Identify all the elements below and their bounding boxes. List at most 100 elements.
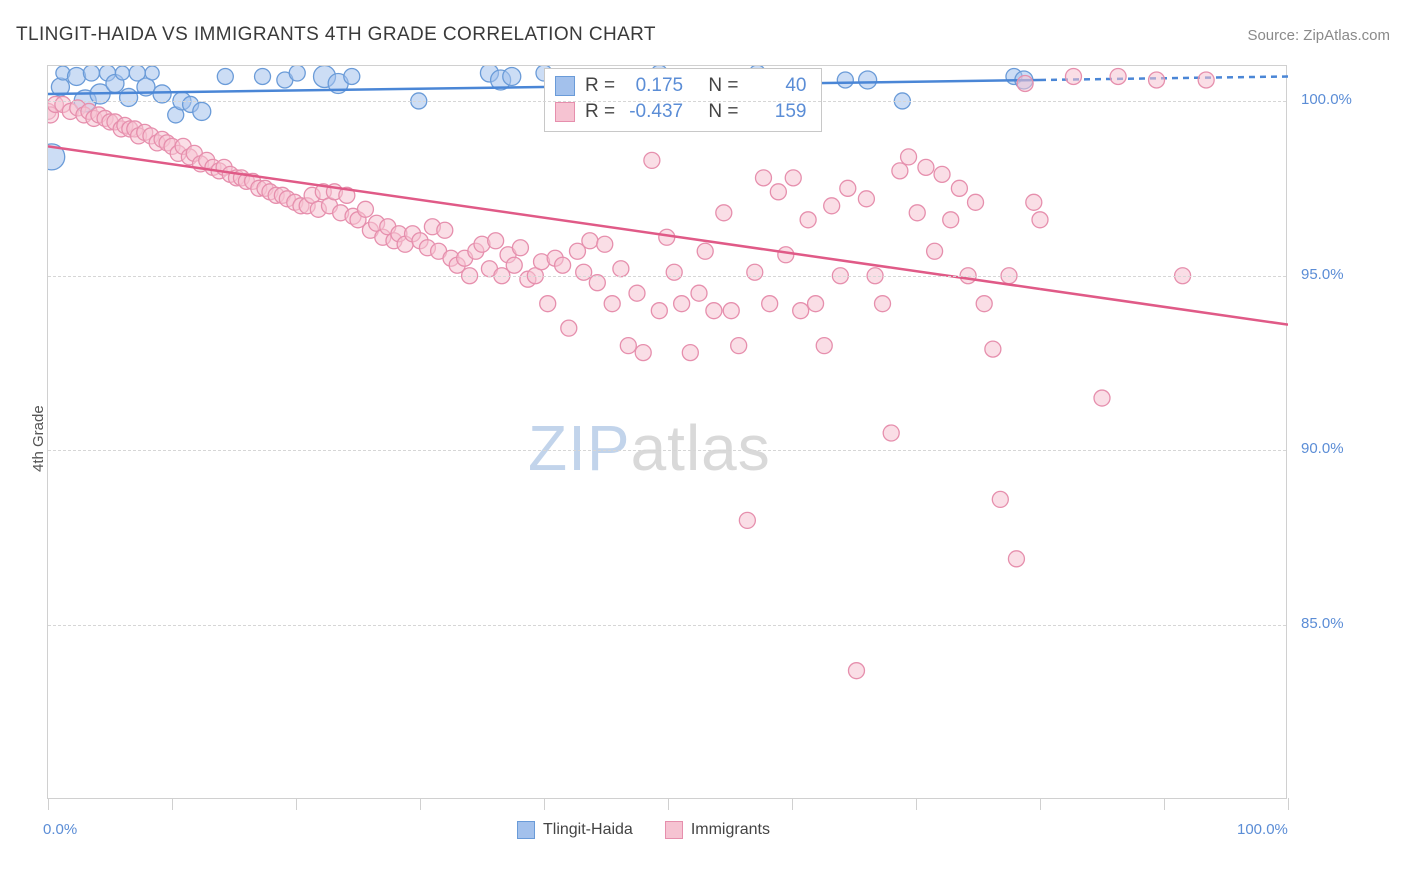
data-point xyxy=(1017,75,1033,91)
data-point xyxy=(589,275,605,291)
data-point xyxy=(731,338,747,354)
data-point xyxy=(793,303,809,319)
gridline xyxy=(48,625,1286,626)
x-tick xyxy=(48,798,49,810)
swatch-pink xyxy=(555,102,575,122)
y-tick-label: 85.0% xyxy=(1301,615,1344,632)
x-tick xyxy=(668,798,669,810)
data-point xyxy=(604,296,620,312)
data-point xyxy=(785,170,801,186)
data-point xyxy=(1110,68,1126,84)
data-point xyxy=(503,67,521,85)
scatter-svg xyxy=(48,66,1288,800)
r-label: R = xyxy=(585,75,615,97)
data-point xyxy=(145,66,159,80)
x-tick xyxy=(544,798,545,810)
data-point xyxy=(193,102,211,120)
data-point xyxy=(506,257,522,273)
stat-row-blue: R = 0.175 N = 40 xyxy=(555,75,807,97)
data-point xyxy=(1149,72,1165,88)
data-point xyxy=(576,264,592,280)
legend-label-pink: Immigrants xyxy=(691,821,770,839)
data-point xyxy=(934,166,950,182)
data-point xyxy=(1032,212,1048,228)
data-point xyxy=(723,303,739,319)
x-tick xyxy=(420,798,421,810)
y-tick-label: 90.0% xyxy=(1301,440,1344,457)
n-value-pink: 159 xyxy=(749,101,807,123)
source-label: Source: ZipAtlas.com xyxy=(1247,27,1390,44)
legend-label-blue: Tlingit-Haida xyxy=(543,821,633,839)
data-point xyxy=(561,320,577,336)
data-point xyxy=(808,296,824,312)
data-point xyxy=(629,285,645,301)
data-point xyxy=(892,163,908,179)
data-point xyxy=(901,149,917,165)
data-point xyxy=(770,184,786,200)
x-tick xyxy=(1040,798,1041,810)
data-point xyxy=(858,191,874,207)
data-point xyxy=(927,243,943,259)
data-point xyxy=(747,264,763,280)
swatch-pink xyxy=(665,821,683,839)
data-point xyxy=(512,240,528,256)
x-left-label: 0.0% xyxy=(43,821,77,838)
data-point xyxy=(824,198,840,214)
data-point xyxy=(762,296,778,312)
data-point xyxy=(883,425,899,441)
data-point xyxy=(344,68,360,84)
swatch-blue xyxy=(517,821,535,839)
swatch-blue xyxy=(555,76,575,96)
data-point xyxy=(968,194,984,210)
data-point xyxy=(1026,194,1042,210)
data-point xyxy=(120,88,138,106)
data-point xyxy=(674,296,690,312)
data-point xyxy=(918,159,934,175)
data-point xyxy=(682,345,698,361)
legend-item-pink: Immigrants xyxy=(665,821,770,839)
data-point xyxy=(644,152,660,168)
data-point xyxy=(555,257,571,273)
data-point xyxy=(437,222,453,238)
data-point xyxy=(115,66,129,80)
data-point xyxy=(875,296,891,312)
gridline xyxy=(48,276,1286,277)
y-axis-label: 4th Grade xyxy=(30,405,47,472)
data-point xyxy=(976,296,992,312)
x-tick xyxy=(1164,798,1165,810)
data-point xyxy=(755,170,771,186)
data-point xyxy=(635,345,651,361)
data-point xyxy=(992,491,1008,507)
chart-title: TLINGIT-HAIDA VS IMMIGRANTS 4TH GRADE CO… xyxy=(16,24,656,46)
data-point xyxy=(666,264,682,280)
y-tick-label: 100.0% xyxy=(1301,91,1352,108)
gridline xyxy=(48,101,1286,102)
n-label: N = xyxy=(708,101,738,123)
gridline xyxy=(48,450,1286,451)
data-point xyxy=(289,66,305,81)
data-point xyxy=(540,296,556,312)
data-point xyxy=(597,236,613,252)
data-point xyxy=(909,205,925,221)
data-point xyxy=(613,261,629,277)
data-point xyxy=(1198,72,1214,88)
data-point xyxy=(739,512,755,528)
data-point xyxy=(951,180,967,196)
data-point xyxy=(985,341,1001,357)
data-point xyxy=(1008,551,1024,567)
data-point xyxy=(778,247,794,263)
x-right-label: 100.0% xyxy=(1237,821,1288,838)
n-value-blue: 40 xyxy=(749,75,807,97)
data-point xyxy=(620,338,636,354)
legend-item-blue: Tlingit-Haida xyxy=(517,821,633,839)
y-tick-label: 95.0% xyxy=(1301,266,1344,283)
x-tick xyxy=(296,798,297,810)
data-point xyxy=(83,66,99,81)
x-tick xyxy=(172,798,173,810)
data-point xyxy=(716,205,732,221)
data-point xyxy=(859,71,877,89)
n-label: N = xyxy=(708,75,738,97)
data-point xyxy=(217,68,233,84)
data-point xyxy=(706,303,722,319)
r-label: R = xyxy=(585,101,615,123)
